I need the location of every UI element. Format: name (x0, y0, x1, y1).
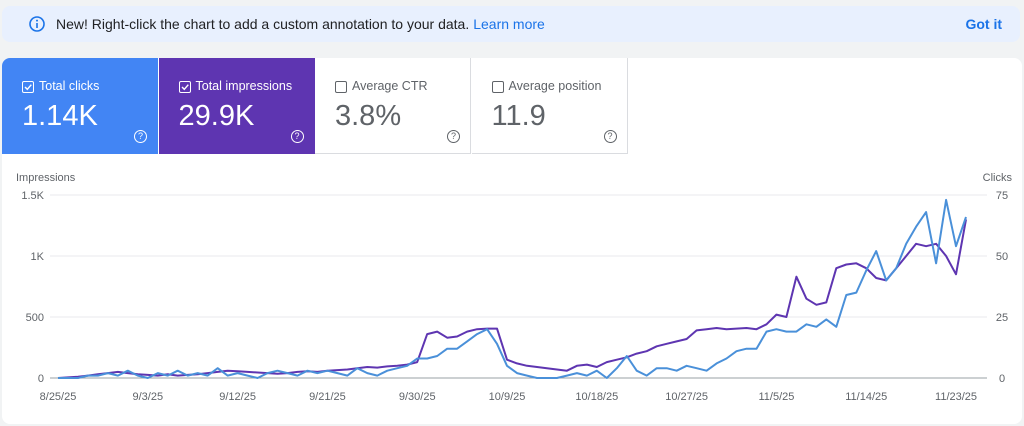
y2-tick-label: 50 (996, 251, 1008, 263)
series-line (57, 219, 967, 379)
x-tick-label: 9/3/25 (133, 391, 164, 403)
checkbox[interactable] (22, 81, 34, 93)
help-icon: ? (290, 130, 304, 143)
metric-value: 29.9K (178, 100, 255, 132)
y2-tick-label: 25 (996, 312, 1008, 324)
y-tick-label: 1K (31, 251, 45, 263)
x-tick-label: 11/14/25 (845, 391, 887, 403)
series-line (58, 198, 967, 379)
x-tick-label: 11/23/25 (935, 391, 977, 403)
banner: New! Right-click the chart to add a cust… (2, 6, 1020, 42)
metric-value: 1.14K (22, 100, 98, 132)
y-tick-label: 500 (26, 312, 44, 324)
banner-text: New! Right-click the chart to add a cust… (56, 16, 470, 32)
y2-tick-label: 0 (999, 373, 1005, 385)
metric-card[interactable]: Total impressions 29.9K? (158, 58, 315, 154)
metric-card[interactable]: Average position 11.9? (471, 58, 628, 154)
metric-value: 11.9 (491, 100, 546, 132)
learn-more-link[interactable]: Learn more (473, 16, 545, 32)
performance-panel: Total clicks 1.14K? Total impressions 29.9K… (2, 58, 1022, 424)
got-it-button[interactable]: Got it (965, 16, 1002, 32)
checkbox[interactable] (178, 81, 191, 93)
help-icon: ? (603, 130, 617, 143)
metric-card[interactable]: Total clicks 1.14K? (2, 58, 158, 154)
y-axis-label: Impressions (16, 172, 76, 184)
x-tick-label: 9/30/25 (399, 391, 436, 403)
banner-message: New! Right-click the chart to add a cust… (56, 16, 545, 32)
checkbox[interactable] (335, 81, 347, 93)
metric-label: Average position (508, 79, 602, 93)
help-icon: ? (447, 130, 460, 143)
y2-tick-label: 75 (996, 190, 1008, 202)
info-icon (29, 16, 45, 32)
chart: Impressions Clicks 0 500 1K 1.5K 0 25 50 75 8/25… (16, 172, 1013, 403)
y-tick-label: 1.5K (21, 190, 44, 202)
metric-label: Average CTR (352, 79, 428, 93)
metric-card[interactable]: Average CTR 3.8%? (315, 58, 471, 154)
x-tick-label: 9/12/25 (219, 391, 256, 403)
x-tick-label: 10/9/25 (489, 391, 526, 403)
y-tick-label: 0 (38, 373, 44, 385)
checkbox[interactable] (491, 81, 504, 93)
y2-axis-label: Clicks (983, 172, 1013, 184)
metric-label: Total clicks (39, 79, 100, 93)
metric-label: Total impressions (195, 79, 293, 93)
x-tick-label: 8/25/25 (40, 391, 77, 403)
x-tick-label: 10/27/25 (665, 391, 708, 403)
x-tick-label: 10/18/25 (575, 391, 618, 403)
help-icon: ? (134, 130, 147, 143)
x-tick-label: 9/21/25 (309, 391, 346, 403)
metric-value: 3.8% (335, 100, 402, 132)
x-tick-label: 11/5/25 (758, 391, 794, 403)
